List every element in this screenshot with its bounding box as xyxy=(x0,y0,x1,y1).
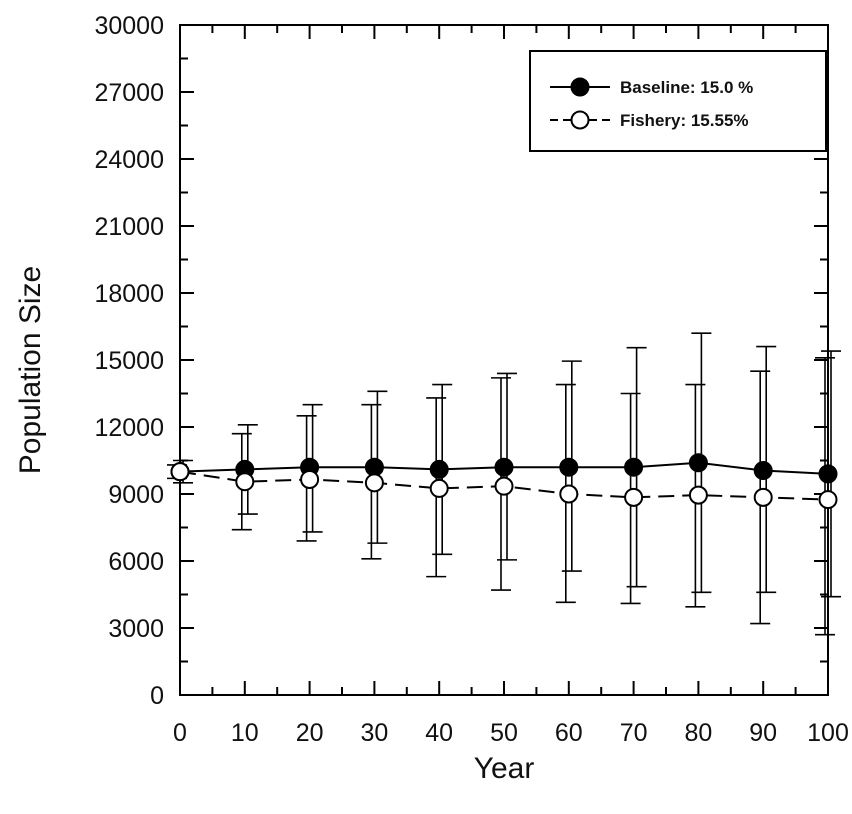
x-tick-label: 50 xyxy=(490,719,518,747)
legend-label: Baseline: 15.0 % xyxy=(620,78,753,97)
x-tick-label: 80 xyxy=(684,719,712,747)
x-axis-title: Year xyxy=(474,752,535,785)
y-tick-label: 24000 xyxy=(94,146,164,174)
data-point xyxy=(494,476,514,496)
y-tick-label: 30000 xyxy=(94,12,164,40)
x-tick-label: 100 xyxy=(807,719,849,747)
x-tick-label: 60 xyxy=(555,719,583,747)
data-point xyxy=(170,462,190,482)
legend: Baseline: 15.0 % Fishery: 15.55% xyxy=(529,50,827,152)
x-tick-label: 90 xyxy=(749,719,777,747)
data-point xyxy=(364,473,384,493)
tick-labels: 0 10 20 30 40 50 60 70 80 90 100 0 3000 6000 9000 12000… xyxy=(94,12,848,747)
data-point xyxy=(688,453,708,473)
x-tick-label: 20 xyxy=(296,719,324,747)
data-point xyxy=(624,457,644,477)
y-tick-label: 9000 xyxy=(108,481,164,509)
data-point xyxy=(559,457,579,477)
x-tick-label: 70 xyxy=(620,719,648,747)
x-tick-label: 10 xyxy=(231,719,259,747)
legend-marker xyxy=(570,77,590,97)
legend-marker xyxy=(570,110,590,130)
legend-entry: Baseline: 15.0 % xyxy=(550,77,753,97)
y-axis-title: Population Size xyxy=(14,266,47,474)
data-point xyxy=(429,478,449,498)
y-tick-label: 12000 xyxy=(94,414,164,442)
legend-entry: Fishery: 15.55% xyxy=(550,110,749,130)
legend-label: Fishery: 15.55% xyxy=(620,111,749,130)
data-point xyxy=(235,472,255,492)
data-point xyxy=(753,461,773,481)
data-point xyxy=(494,457,514,477)
data-point xyxy=(300,469,320,489)
y-tick-label: 27000 xyxy=(94,79,164,107)
data-point xyxy=(753,487,773,507)
data-point xyxy=(818,464,838,484)
legend-entries: Baseline: 15.0 % Fishery: 15.55% xyxy=(550,77,753,130)
y-tick-label: 6000 xyxy=(108,548,164,576)
y-tick-label: 18000 xyxy=(94,280,164,308)
x-tick-label: 30 xyxy=(360,719,388,747)
series-layer xyxy=(167,332,841,636)
x-tick-label: 40 xyxy=(425,719,453,747)
y-tick-label: 0 xyxy=(150,682,164,710)
legend-box xyxy=(529,50,827,152)
y-tick-label: 15000 xyxy=(94,347,164,375)
data-point xyxy=(624,487,644,507)
data-point xyxy=(429,459,449,479)
data-point xyxy=(688,485,708,505)
series-1 xyxy=(167,356,838,636)
data-point xyxy=(818,490,838,510)
x-tick-label: 0 xyxy=(173,719,187,747)
data-point xyxy=(364,457,384,477)
data-point xyxy=(559,484,579,504)
y-tick-label: 21000 xyxy=(94,213,164,241)
y-tick-label: 3000 xyxy=(108,615,164,643)
